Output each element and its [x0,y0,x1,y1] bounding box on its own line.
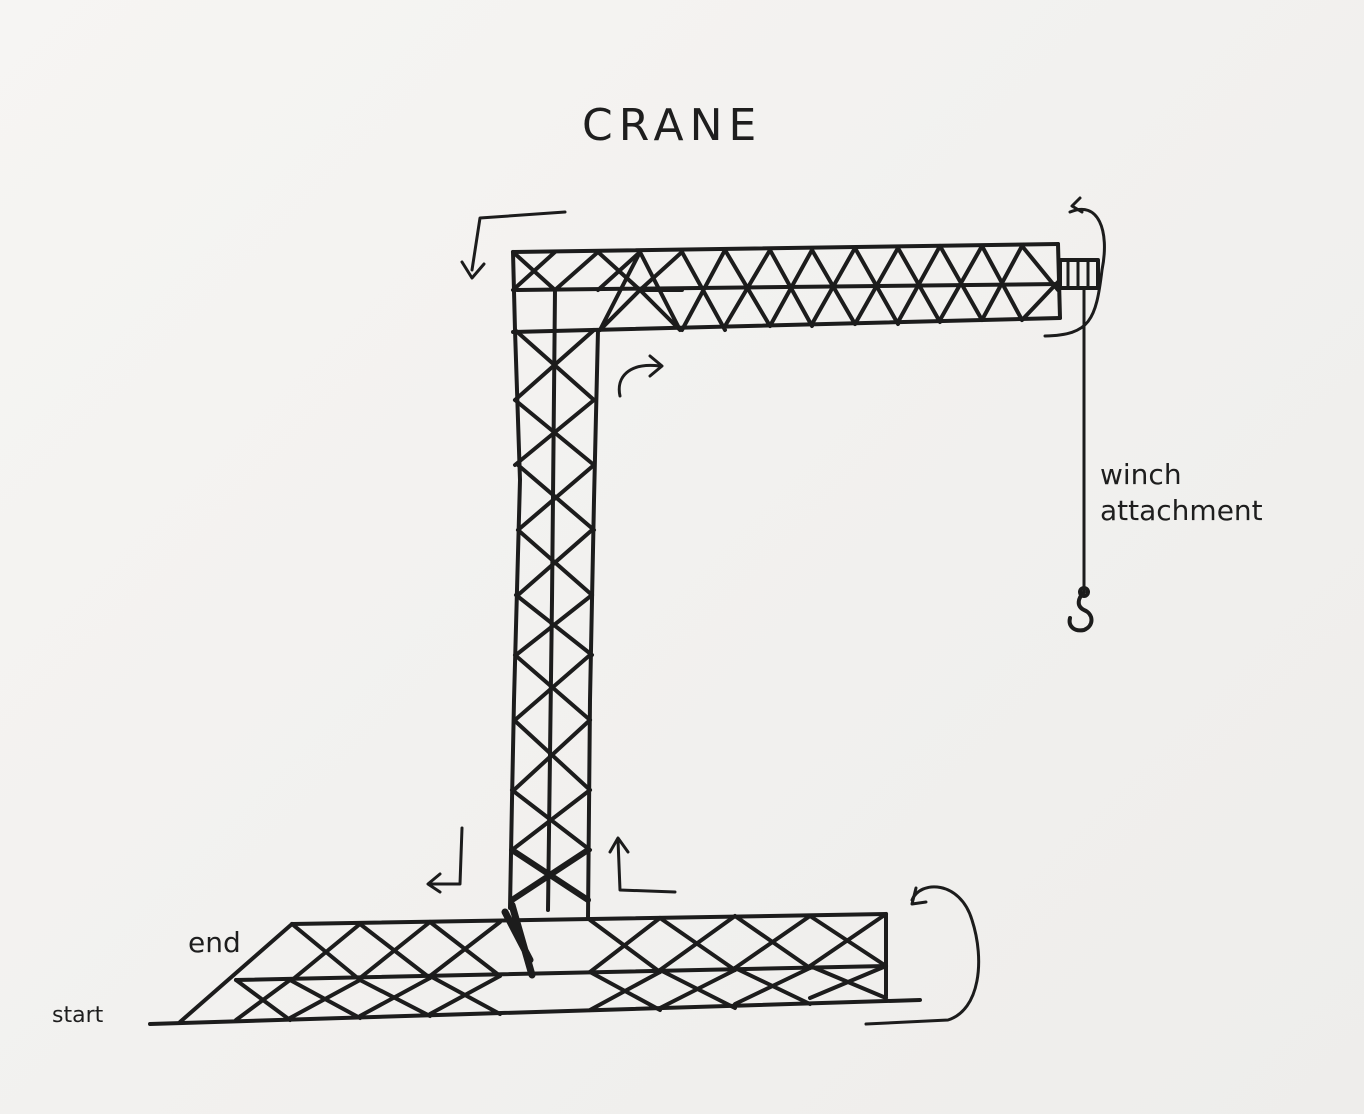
end-label: end [188,926,241,959]
curved-arrow-icon [864,885,981,1026]
curved-arrow-icon [460,210,567,280]
winch-drum-icon [1058,258,1100,290]
hook-icon [1067,586,1094,633]
winch-label-line-2: attachment [1100,494,1263,527]
curved-arrow-icon [617,354,664,398]
winch-label-line-1: winch [1100,458,1182,491]
start-label: start [52,1003,104,1028]
curved-arrow-icon [1043,196,1106,338]
winch-attachment-label: winch attachment [1100,458,1263,527]
curved-arrow-icon [426,826,464,894]
diagram-title: CRANE [582,100,762,151]
base-truss [148,912,922,1026]
curved-arrow-icon [608,836,677,894]
jib-truss [511,242,1062,334]
tower-truss [501,250,600,979]
